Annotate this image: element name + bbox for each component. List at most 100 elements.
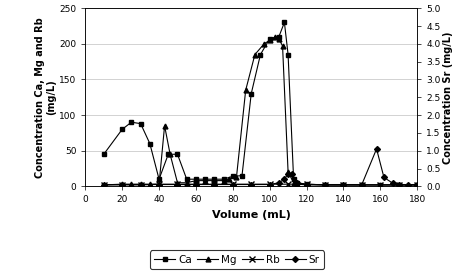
Mg: [211, 179, 217, 182]
Rb: [230, 182, 236, 186]
Mg: [202, 179, 208, 182]
Mg: [147, 182, 153, 186]
Sr: [374, 147, 379, 150]
Mg: [184, 181, 190, 184]
Line: Ca: Ca: [101, 20, 419, 187]
Sr: [304, 183, 310, 186]
Ca: [138, 122, 144, 125]
Ca: [322, 183, 328, 187]
X-axis label: Volume (mL): Volume (mL): [212, 210, 291, 220]
Sr: [359, 183, 365, 186]
Mg: [291, 181, 296, 184]
Ca: [377, 183, 383, 187]
Mg: [101, 183, 107, 187]
Line: Mg: Mg: [101, 34, 419, 187]
Ca: [119, 128, 125, 131]
Rb: [304, 182, 310, 186]
Ca: [304, 182, 310, 186]
Sr: [248, 183, 254, 186]
Mg: [221, 179, 227, 182]
Mg: [294, 182, 300, 186]
Mg: [128, 182, 134, 186]
Rb: [119, 183, 125, 187]
Sr: [289, 172, 295, 175]
Mg: [162, 124, 167, 127]
Sr: [174, 183, 180, 186]
Ca: [174, 153, 180, 156]
Ca: [276, 35, 282, 38]
Sr: [390, 182, 396, 185]
Ca: [211, 178, 217, 181]
Y-axis label: Concentration Ca, Mg and Rb
(mg/L): Concentration Ca, Mg and Rb (mg/L): [35, 17, 56, 178]
Mg: [167, 153, 173, 156]
Mg: [396, 183, 401, 187]
Ca: [239, 174, 245, 177]
Mg: [273, 35, 278, 38]
Sr: [156, 183, 162, 186]
Rb: [248, 182, 254, 186]
Ca: [294, 181, 300, 184]
Sr: [193, 183, 199, 186]
Mg: [261, 42, 267, 45]
Y-axis label: Concentration Sr (mg/L): Concentration Sr (mg/L): [443, 31, 453, 164]
Rb: [322, 183, 328, 187]
Rb: [377, 183, 383, 187]
Mg: [359, 183, 365, 187]
Ca: [396, 183, 401, 187]
Mg: [377, 183, 383, 187]
Mg: [174, 181, 180, 184]
Ca: [221, 178, 227, 181]
Mg: [119, 182, 125, 186]
Mg: [414, 183, 420, 187]
Mg: [252, 53, 258, 56]
Ca: [248, 92, 254, 95]
Sr: [294, 181, 300, 184]
Ca: [165, 153, 171, 156]
Ca: [202, 178, 208, 181]
Mg: [304, 183, 310, 187]
Ca: [101, 153, 107, 156]
Sr: [101, 183, 107, 186]
Rb: [193, 182, 199, 186]
Rb: [414, 183, 420, 187]
Ca: [291, 178, 296, 181]
Mg: [156, 182, 162, 186]
Ca: [156, 178, 162, 181]
Ca: [184, 178, 190, 181]
Rb: [211, 182, 217, 186]
Rb: [174, 182, 180, 186]
Ca: [267, 37, 273, 41]
Line: Sr: Sr: [101, 147, 419, 187]
Sr: [322, 183, 328, 186]
Rb: [285, 182, 291, 186]
Rb: [359, 183, 365, 187]
Ca: [414, 183, 420, 187]
Sr: [282, 178, 287, 181]
Ca: [193, 178, 199, 181]
Rb: [396, 183, 401, 187]
Sr: [138, 183, 144, 186]
Sr: [230, 183, 236, 186]
Ca: [340, 183, 346, 187]
Sr: [340, 183, 346, 186]
Sr: [405, 183, 411, 186]
Sr: [381, 176, 387, 179]
Mg: [267, 39, 273, 42]
Rb: [267, 182, 273, 186]
Ca: [282, 21, 287, 24]
Line: Rb: Rb: [101, 181, 420, 188]
Mg: [285, 170, 291, 174]
Rb: [101, 183, 107, 187]
Mg: [276, 37, 282, 41]
Mg: [280, 44, 285, 48]
Ca: [257, 53, 263, 56]
Mg: [193, 179, 199, 182]
Mg: [243, 89, 248, 92]
Ca: [285, 53, 291, 56]
Sr: [285, 172, 291, 175]
Ca: [359, 183, 365, 187]
Ca: [230, 175, 236, 178]
Mg: [226, 178, 232, 181]
Sr: [267, 183, 273, 186]
Mg: [234, 175, 239, 179]
